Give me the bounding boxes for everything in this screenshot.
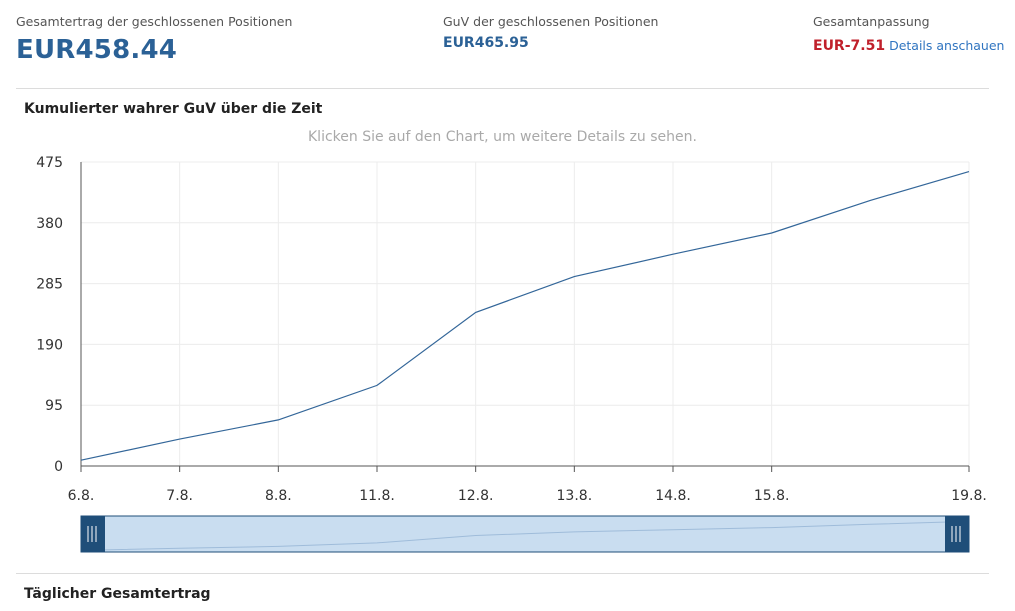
navigator-right-handle[interactable] — [945, 516, 969, 552]
chart-navigator[interactable] — [80, 515, 970, 553]
total-return-value: EUR458.44 — [16, 35, 178, 65]
total-return-stat: Gesamtertrag der geschlossenen Positione… — [16, 14, 292, 65]
x-tick-label: 19.8. — [951, 488, 987, 504]
pnl-value: EUR465.95 — [443, 35, 529, 51]
y-tick-label: 95 — [45, 398, 63, 414]
top-divider — [16, 88, 989, 89]
pnl-stat: GuV der geschlossenen Positionen EUR465.… — [443, 14, 658, 51]
x-tick-label: 15.8. — [754, 488, 790, 504]
y-tick-label: 380 — [36, 216, 63, 232]
details-link[interactable]: Details anschauen — [889, 38, 1005, 53]
x-tick-label: 6.8. — [68, 488, 95, 504]
y-tick-label: 190 — [36, 337, 63, 353]
x-tick-label: 13.8. — [557, 488, 593, 504]
y-tick-label: 0 — [54, 459, 63, 475]
series-line[interactable] — [80, 171, 970, 461]
x-tick-label: 8.8. — [265, 488, 292, 504]
x-tick-label: 12.8. — [458, 488, 494, 504]
pnl-label: GuV der geschlossenen Positionen — [443, 14, 659, 29]
y-tick-label: 475 — [36, 155, 63, 171]
navigator-handle-body[interactable] — [945, 516, 969, 552]
x-tick-label: 7.8. — [166, 488, 193, 504]
y-tick-label: 285 — [36, 277, 63, 293]
navigator-series — [80, 520, 970, 551]
bottom-divider — [16, 573, 989, 574]
adjustment-label: Gesamtanpassung — [813, 14, 930, 29]
navigator-handle-body[interactable] — [81, 516, 105, 552]
total-return-label: Gesamtertrag der geschlossenen Positione… — [16, 14, 293, 29]
x-tick-label: 11.8. — [359, 488, 395, 504]
x-tick-label: 14.8. — [655, 488, 691, 504]
navigator-left-handle[interactable] — [81, 516, 105, 552]
daily-section-title: Täglicher Gesamtertrag — [24, 586, 211, 602]
adjustment-value: EUR-7.51 — [813, 38, 886, 54]
chart-hint: Klicken Sie auf den Chart, um weitere De… — [308, 129, 697, 145]
chart-section-title: Kumulierter wahrer GuV über die Zeit — [24, 101, 323, 117]
adjustment-stat: Gesamtanpassung EUR-7.51 Details anschaue… — [813, 14, 1004, 54]
